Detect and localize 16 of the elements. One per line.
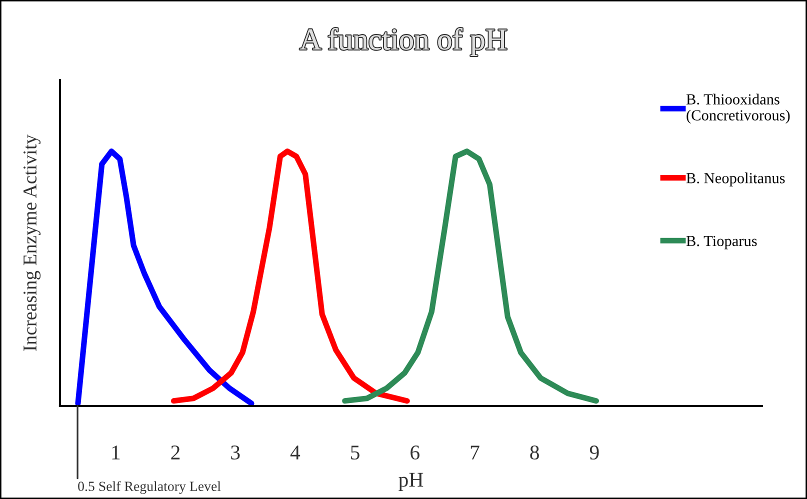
x-axis-title: pH <box>398 472 424 492</box>
y-axis-title: Increasing Enzyme Activity <box>23 134 41 351</box>
x-tick-label: 8 <box>530 445 539 460</box>
legend-label: B. Neopolitanus <box>686 172 785 186</box>
legend-label: B. Tioparus <box>686 236 757 250</box>
text: 0.5 Self Regulatory Level <box>78 481 221 494</box>
x-tick-label: 2 <box>171 446 180 460</box>
x-tick-label: 3 <box>231 446 240 460</box>
x-tick-label: 7 <box>470 446 480 460</box>
x-tick-label: 1 <box>112 446 120 460</box>
chart-title: A function of pH <box>300 28 507 56</box>
x-tick-label: 9 <box>590 446 599 460</box>
x-tick-label: 4 <box>290 446 300 460</box>
x-tick-label: 6 <box>410 446 420 460</box>
x-tick-label: 5 <box>351 446 360 460</box>
legend-label: B. Thiooxidans (Concretivorous) <box>686 94 790 124</box>
